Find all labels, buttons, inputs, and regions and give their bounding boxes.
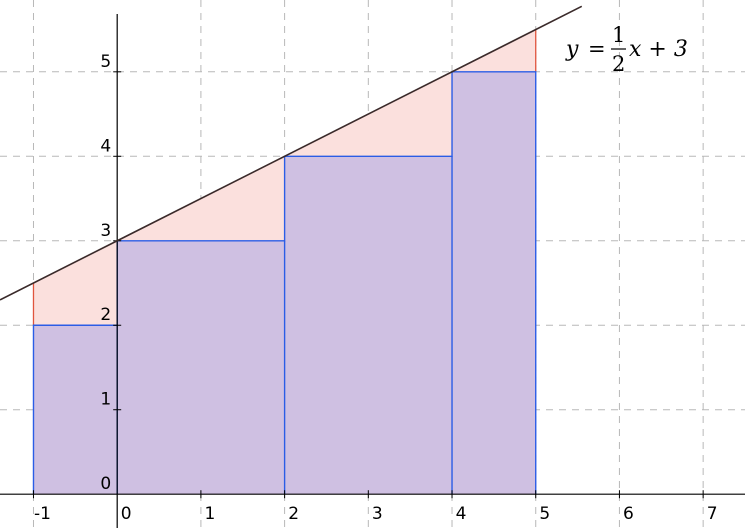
step-rect-2 bbox=[117, 240, 285, 495]
step-rect-1 bbox=[33, 325, 118, 495]
equation-equals: = bbox=[588, 37, 606, 61]
y-tick-label-4: 4 bbox=[100, 136, 111, 156]
x-tick-label-2: 2 bbox=[288, 504, 299, 524]
step-outline bbox=[32, 71, 537, 495]
x-tick-label-6: 6 bbox=[623, 504, 634, 524]
x-tick-label-0: 0 bbox=[121, 504, 132, 524]
x-tick-label-1: 1 bbox=[204, 504, 215, 524]
x-tick-label-7: 7 bbox=[707, 504, 718, 524]
y-tick-label-0: 0 bbox=[100, 474, 111, 494]
y-tick-label-3: 3 bbox=[100, 221, 111, 241]
equation-fraction-denominator: 2 bbox=[612, 52, 625, 76]
x-tick-label--1: -1 bbox=[34, 504, 51, 524]
equation-rhs: x + 3 bbox=[629, 37, 688, 62]
y-tick-label-2: 2 bbox=[100, 305, 111, 325]
gap-region-1 bbox=[33, 240, 118, 326]
function-line-group bbox=[0, 5, 583, 301]
step-rect-3 bbox=[284, 156, 453, 495]
equation-fraction-numerator: 1 bbox=[612, 23, 625, 47]
y-tick-label-5: 5 bbox=[100, 52, 111, 72]
equation-label: y = 1 2 x + 3 bbox=[565, 23, 688, 76]
x-tick-label-3: 3 bbox=[372, 504, 383, 524]
step-rect-4 bbox=[452, 71, 536, 495]
x-tick-label-4: 4 bbox=[456, 504, 467, 524]
x-tick-label-5: 5 bbox=[539, 504, 550, 524]
equation-lhs: y bbox=[565, 37, 579, 62]
axes bbox=[0, 14, 745, 528]
function-line bbox=[0, 5, 583, 301]
tick-labels: -1 0 1 2 3 4 5 6 7 0 1 2 3 4 5 bbox=[34, 52, 718, 524]
y-tick-label-1: 1 bbox=[100, 390, 111, 410]
